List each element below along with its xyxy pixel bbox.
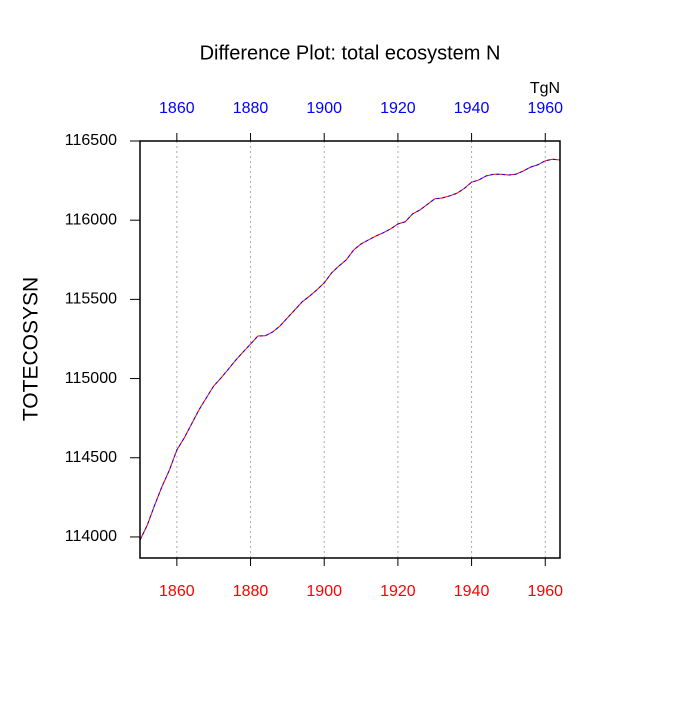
x2-tick-label: 1920 [380,100,416,117]
x2-tick-label: 1940 [454,100,490,117]
chart-title: Difference Plot: total ecosystem N [200,42,501,64]
y-tick-label: 114000 [65,528,117,545]
x-tick-label: 1920 [380,583,416,600]
y-tick-label: 115500 [65,291,117,308]
y-tick-label: 116000 [65,211,117,228]
x2-tick-label: 1900 [306,100,342,117]
units-label: TgN [530,80,560,97]
y-axis-label: TOTECOSYSN [20,277,43,421]
y-tick-label: 114500 [65,449,117,466]
y-tick-label: 115000 [65,370,117,387]
series-line [139,158,561,541]
x-tick-label: 1860 [159,583,195,600]
plot-frame [139,140,561,559]
x2-tick-label: 1860 [159,100,195,117]
x-tick-label: 1880 [233,583,269,600]
series-line [139,158,561,541]
x-tick-label: 1960 [527,583,563,600]
x-tick-label: 1900 [306,583,342,600]
x-tick-label: 1940 [454,583,490,600]
x2-tick-label: 1960 [527,100,563,117]
y-tick-label: 116500 [65,132,117,149]
x2-tick-label: 1880 [233,100,269,117]
